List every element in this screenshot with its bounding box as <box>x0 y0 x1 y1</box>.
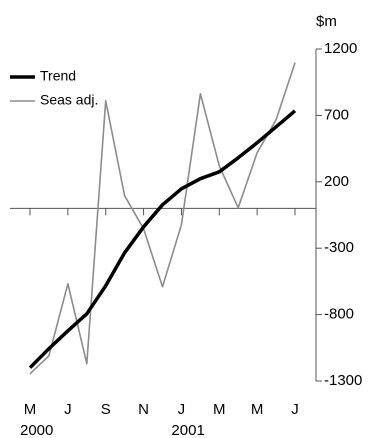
x-tick-label: J <box>178 401 186 418</box>
year-label: 2001 <box>171 422 204 438</box>
x-tick-label: S <box>101 401 111 418</box>
y-tick-label: 1200 <box>324 40 357 57</box>
unit-label: $m <box>316 13 337 30</box>
x-tick-label: M <box>213 401 226 418</box>
y-tick-label: 700 <box>324 106 349 123</box>
x-tick-label: M <box>251 401 264 418</box>
legend-label: Trend <box>40 68 76 84</box>
legend-label: Seas adj. <box>40 92 98 108</box>
x-tick-label: M <box>24 401 37 418</box>
x-tick-label: J <box>291 401 299 418</box>
y-tick-label: 200 <box>324 173 349 190</box>
series-line <box>29 62 296 375</box>
y-tick-label: -1300 <box>324 372 362 389</box>
x-tick-label: N <box>138 401 149 418</box>
y-tick-label: -800 <box>324 306 354 323</box>
year-label: 2000 <box>20 422 53 438</box>
series-line <box>28 109 297 369</box>
y-tick-label: -300 <box>324 239 354 256</box>
x-tick-label: J <box>64 401 72 418</box>
